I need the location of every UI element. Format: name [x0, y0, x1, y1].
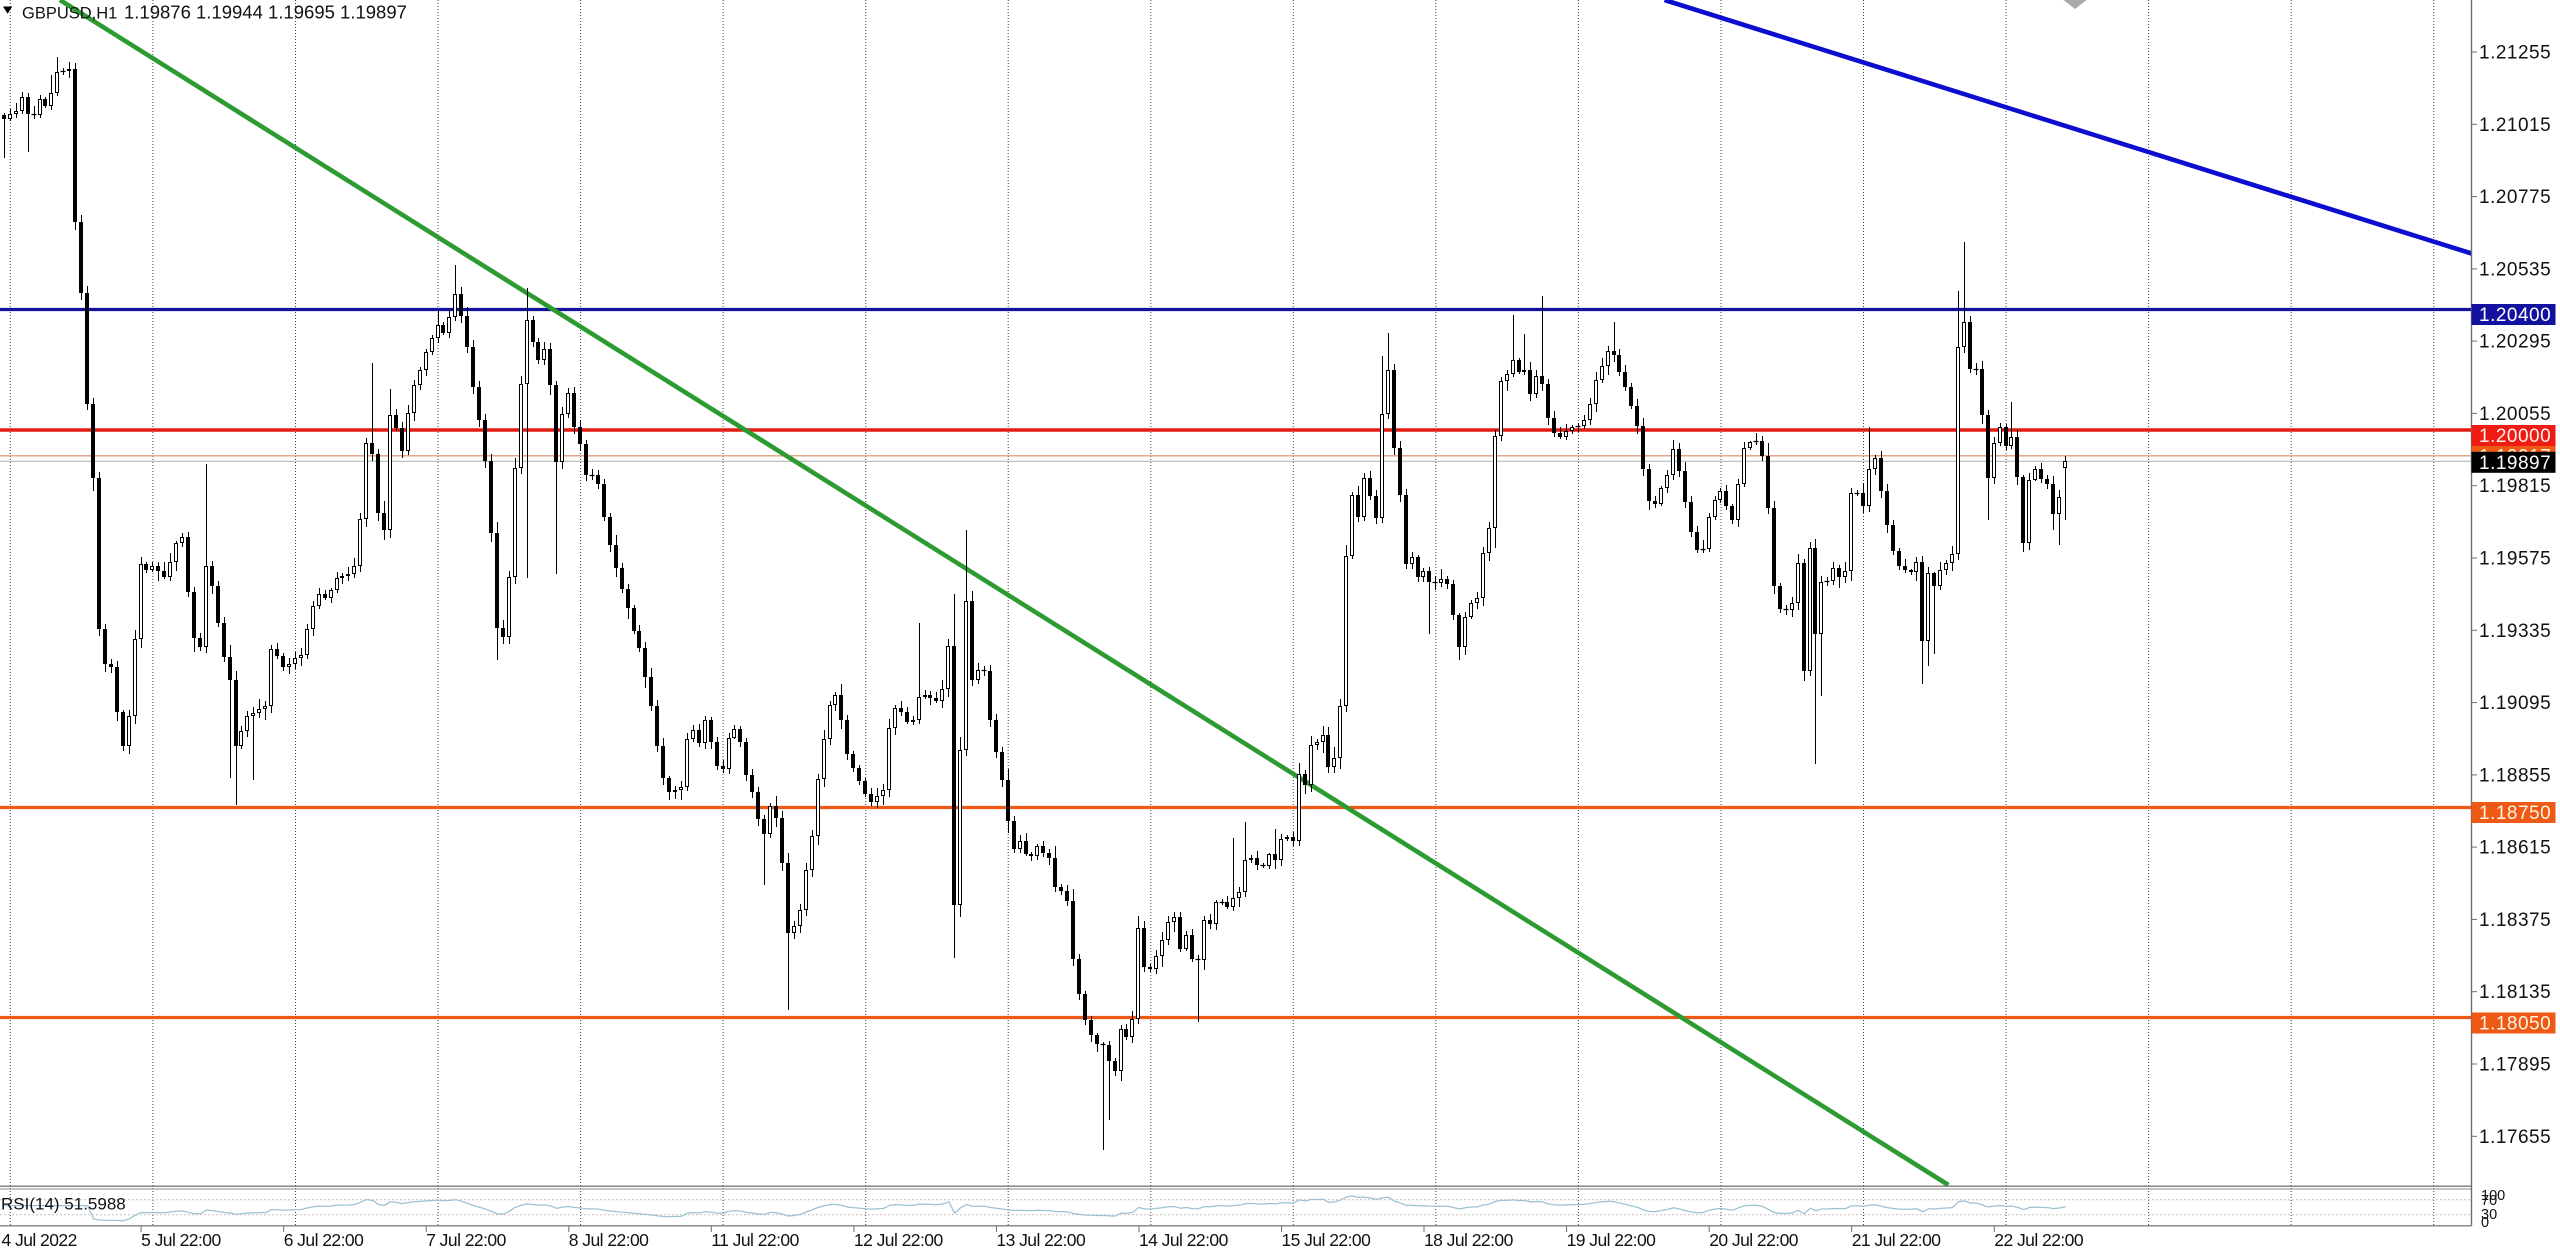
svg-text:5 Jul 22:00: 5 Jul 22:00: [141, 1230, 221, 1250]
svg-text:13 Jul 22:00: 13 Jul 22:00: [996, 1230, 1086, 1250]
svg-text:0: 0: [2481, 1215, 2489, 1231]
svg-text:30: 30: [2481, 1207, 2497, 1223]
svg-text:1.18135: 1.18135: [2479, 982, 2551, 1003]
svg-text:1.20055: 1.20055: [2479, 404, 2551, 425]
svg-text:6 Jul 22:00: 6 Jul 22:00: [284, 1230, 364, 1250]
svg-text:19 Jul 22:00: 19 Jul 22:00: [1567, 1230, 1657, 1250]
svg-text:1.17895: 1.17895: [2479, 1055, 2551, 1076]
svg-text:1.21015: 1.21015: [2479, 115, 2551, 136]
svg-text:1.21255: 1.21255: [2479, 43, 2551, 64]
svg-text:22 Jul 22:00: 22 Jul 22:00: [1994, 1230, 2084, 1250]
svg-text:RSI(14) 51.5988: RSI(14) 51.5988: [1, 1195, 126, 1214]
svg-text:21 Jul 22:00: 21 Jul 22:00: [1852, 1230, 1942, 1250]
svg-text:18 Jul 22:00: 18 Jul 22:00: [1424, 1230, 1514, 1250]
svg-text:8 Jul 22:00: 8 Jul 22:00: [569, 1230, 649, 1250]
svg-text:14 Jul 22:00: 14 Jul 22:00: [1139, 1230, 1229, 1250]
svg-text:1.19897: 1.19897: [2479, 453, 2551, 474]
svg-text:20 Jul 22:00: 20 Jul 22:00: [1709, 1230, 1799, 1250]
svg-text:1.19335: 1.19335: [2479, 621, 2551, 642]
svg-text:1.19095: 1.19095: [2479, 693, 2551, 714]
svg-text:15 Jul 22:00: 15 Jul 22:00: [1282, 1230, 1372, 1250]
svg-text:7 Jul 22:00: 7 Jul 22:00: [426, 1230, 506, 1250]
svg-text:1.20400: 1.20400: [2479, 305, 2551, 326]
svg-text:4 Jul 2022: 4 Jul 2022: [2, 1230, 77, 1250]
svg-text:1.19575: 1.19575: [2479, 549, 2551, 570]
svg-text:1.19815: 1.19815: [2479, 476, 2551, 497]
svg-text:1.18855: 1.18855: [2479, 765, 2551, 786]
svg-text:12 Jul 22:00: 12 Jul 22:00: [854, 1230, 944, 1250]
svg-text:11 Jul 22:00: 11 Jul 22:00: [711, 1230, 799, 1250]
svg-text:1.20295: 1.20295: [2479, 332, 2551, 353]
svg-text:100: 100: [2481, 1188, 2505, 1204]
svg-text:1.18050: 1.18050: [2479, 1014, 2551, 1035]
svg-text:70: 70: [2481, 1193, 2497, 1209]
svg-text:1.18615: 1.18615: [2479, 838, 2551, 859]
svg-text:1.19876 1.19944 1.19695 1.1989: 1.19876 1.19944 1.19695 1.19897: [124, 2, 407, 23]
svg-text:1.20000: 1.20000: [2479, 426, 2551, 447]
svg-text:1.20535: 1.20535: [2479, 259, 2551, 280]
svg-text:1.20775: 1.20775: [2479, 187, 2551, 208]
svg-text:1.17655: 1.17655: [2479, 1127, 2551, 1148]
svg-text:1.18750: 1.18750: [2479, 803, 2551, 824]
svg-text:1.18375: 1.18375: [2479, 910, 2551, 931]
svg-text:GBPUSD,H1: GBPUSD,H1: [22, 5, 117, 23]
